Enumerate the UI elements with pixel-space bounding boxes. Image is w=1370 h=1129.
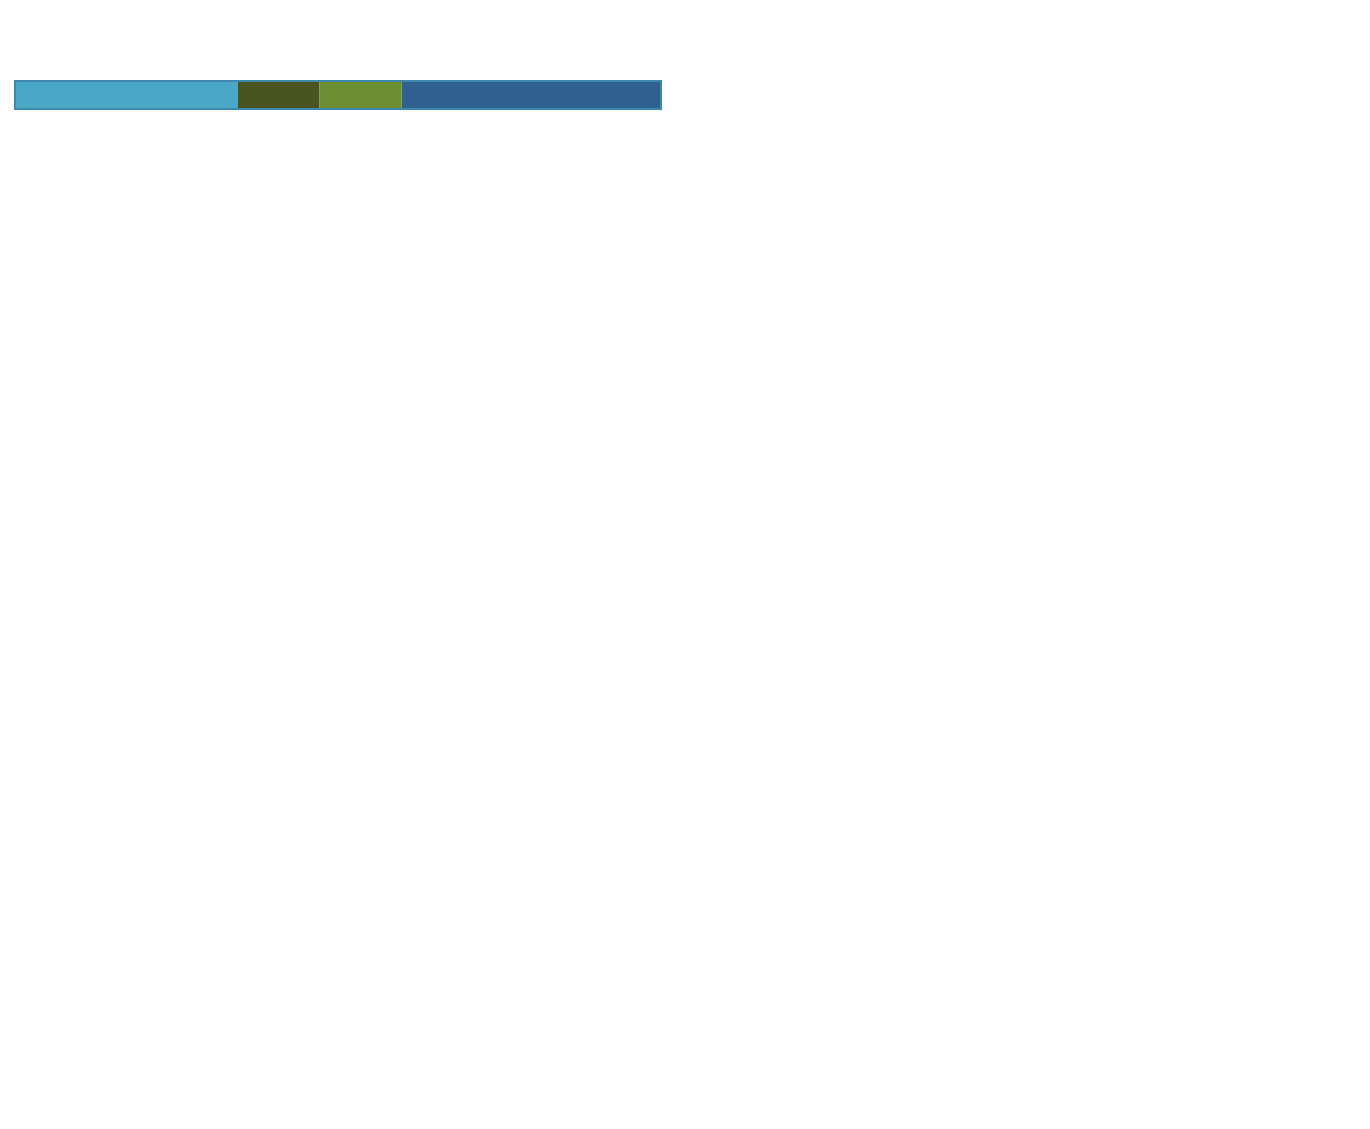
pie-chart-area	[660, 120, 1370, 605]
projected-subtotal-line	[0, 36, 300, 52]
bar-chart-area	[660, 600, 1370, 1020]
budget-table	[14, 80, 662, 110]
column-header-comments[interactable]	[400, 80, 662, 110]
bar-chart	[660, 600, 1370, 1020]
actual-subtotal-line	[0, 57, 300, 73]
pie-chart	[660, 120, 1370, 605]
column-header-category[interactable]	[14, 80, 238, 110]
table-header-row	[14, 80, 662, 110]
column-header-actual[interactable]	[318, 80, 402, 110]
column-header-projected[interactable]	[236, 80, 320, 110]
